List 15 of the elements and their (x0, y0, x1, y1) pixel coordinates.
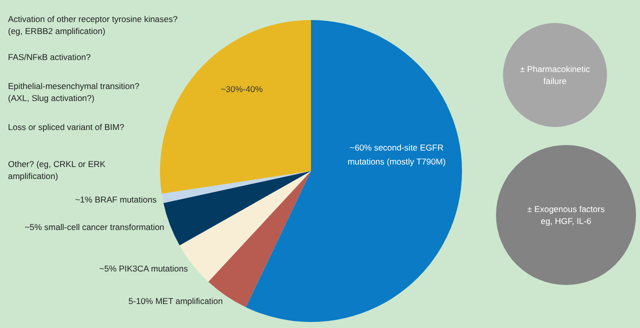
text: FAS/NFκB activation? (8, 52, 91, 62)
text: ± Pharmacokinetic failure (520, 64, 591, 86)
slice-label: ~1% BRAF mutations (75, 194, 157, 204)
text: Activation of other receptor tyrosine kinases? (eg, ERBB2 amplification) (8, 14, 178, 36)
slice-label: ~30%-40% (220, 84, 264, 94)
text: Epithelial-mesenchymal transition? (AXL, Slug activation?) (8, 81, 140, 103)
slice-label: 5-10% MET amplification (128, 296, 224, 306)
pie-slice (162, 171, 311, 204)
slice-label: ~5% PIK3CA mutations (99, 263, 188, 274)
text: Loss or spliced variant of BIM? (8, 122, 124, 132)
slice-label: ~5% small-cell cancer transformation (24, 222, 165, 232)
text: Other? (eg, CRKL or ERK amplification) (8, 159, 106, 181)
text: ± Exogenous factors eg, HGF, IL-6 (527, 204, 605, 226)
pie-slice (163, 171, 311, 246)
slice-label: ~60% second-site EGFR mutations (mostly T790M) (348, 142, 446, 167)
